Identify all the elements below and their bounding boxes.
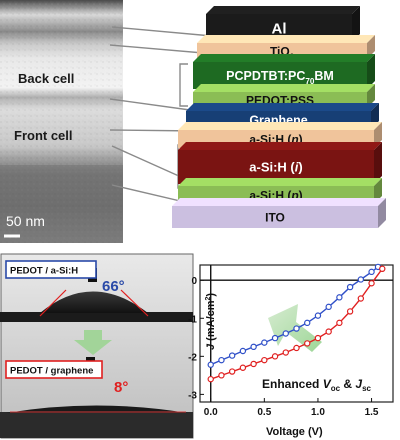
- scalebar-label: 50 nm: [6, 213, 45, 229]
- jv-chart: 0 -1 -2 -3 0.0 0.5 1.0 1.5 J (mA/cm2) Voltage (…: [188, 263, 394, 438]
- layer-top-face: [206, 6, 360, 14]
- series-point: [271, 334, 279, 342]
- series-point: [218, 356, 225, 364]
- series-point: [282, 330, 289, 337]
- series-point: [368, 280, 375, 287]
- series-point: [325, 328, 332, 335]
- x-tick-label: 1.0: [311, 407, 325, 418]
- layer-top-face: [193, 54, 375, 62]
- series-point: [336, 319, 343, 327]
- layer-top-face: [178, 142, 382, 150]
- series-point: [271, 353, 279, 360]
- series-point: [218, 372, 225, 379]
- layer-side-face: [352, 6, 360, 42]
- series-point: [250, 360, 257, 368]
- layer-side-face: [367, 35, 375, 59]
- y-tick-label: 0: [191, 276, 197, 287]
- series-point: [357, 295, 365, 302]
- series-point: [314, 312, 322, 319]
- layer-side-face: [374, 122, 382, 148]
- layer-6: a-Si:H (i): [178, 142, 382, 184]
- layer-side-face: [374, 142, 382, 184]
- droplet-top: [40, 291, 148, 313]
- layer-top-face: [186, 103, 379, 111]
- tem-image: Back cell Front cell 50 nm: [0, 0, 123, 243]
- x-tick-label: 0.5: [257, 407, 271, 418]
- series-point: [261, 356, 268, 364]
- label-bottom: PEDOT / graphene: [10, 366, 93, 377]
- y-tick-label: -1: [188, 314, 197, 325]
- layer-top-face: [193, 84, 375, 92]
- series-point: [250, 343, 257, 351]
- layer-front-face: [172, 206, 378, 228]
- series-point: [314, 334, 322, 342]
- x-tick-label: 1.5: [365, 407, 379, 418]
- layer-2: PCPDTBT:PC70BM: [193, 54, 375, 89]
- series-point: [357, 276, 365, 283]
- layer-side-face: [367, 84, 375, 108]
- contact-angle-panel: PEDOT / a-Si:H 66° PEDOT / graphene 8°: [0, 253, 194, 439]
- series-point: [228, 352, 236, 359]
- series-point: [228, 368, 236, 375]
- layer-top-face: [178, 122, 382, 130]
- front-cell-label: Front cell: [14, 128, 73, 143]
- series-point: [207, 361, 214, 368]
- series-point: [346, 308, 354, 315]
- layer-top-face: [172, 198, 386, 206]
- series-point: [261, 339, 268, 346]
- down-arrow: [74, 330, 112, 355]
- label-top: PEDOT / a-Si:H: [10, 266, 78, 277]
- layer-side-face: [374, 178, 382, 204]
- series-point: [304, 319, 311, 327]
- layer-label: Al: [272, 20, 287, 37]
- series-point: [207, 375, 214, 383]
- chart-annotation: Enhanced Voc & Jsc: [262, 377, 372, 393]
- layer-side-face: [378, 198, 386, 228]
- series-point: [346, 283, 354, 291]
- angle-top: 66°: [102, 278, 125, 295]
- x-tick-label: 0.0: [204, 407, 218, 418]
- series-point: [368, 268, 375, 276]
- label-box-top: [5, 260, 97, 279]
- series-point: [293, 325, 300, 332]
- series-point: [336, 294, 343, 301]
- series-point: [282, 349, 289, 356]
- layer-top-face: [178, 178, 382, 186]
- layer-label: PCPDTBT:PC70BM: [226, 69, 334, 86]
- series-point: [239, 364, 247, 371]
- layer-side-face: [367, 54, 375, 89]
- series-point: [239, 347, 247, 355]
- series-point: [379, 265, 386, 273]
- back-cell-label: Back cell: [18, 71, 74, 86]
- droplet-bottom: [6, 405, 188, 413]
- layer-label: ITO: [265, 210, 285, 224]
- layer-stack: AlTiO2PCPDTBT:PC70BMPEDOT:PSSGraphenea-S…: [172, 6, 386, 228]
- y-axis-label: J (mA/cm2): [205, 293, 217, 350]
- layer-8: ITO: [172, 198, 386, 228]
- y-tick-label: -2: [188, 352, 197, 363]
- series-point: [293, 344, 300, 352]
- x-axis-label: Voltage (V): [266, 426, 323, 438]
- series-point: [325, 303, 332, 311]
- label-box-bottom: [5, 360, 103, 379]
- layer-top-face: [197, 35, 375, 43]
- series-point: [304, 340, 311, 347]
- y-tick-label: -3: [188, 390, 197, 401]
- angle-bottom: 8°: [114, 379, 128, 396]
- layer-label: a-Si:H (i): [249, 160, 302, 175]
